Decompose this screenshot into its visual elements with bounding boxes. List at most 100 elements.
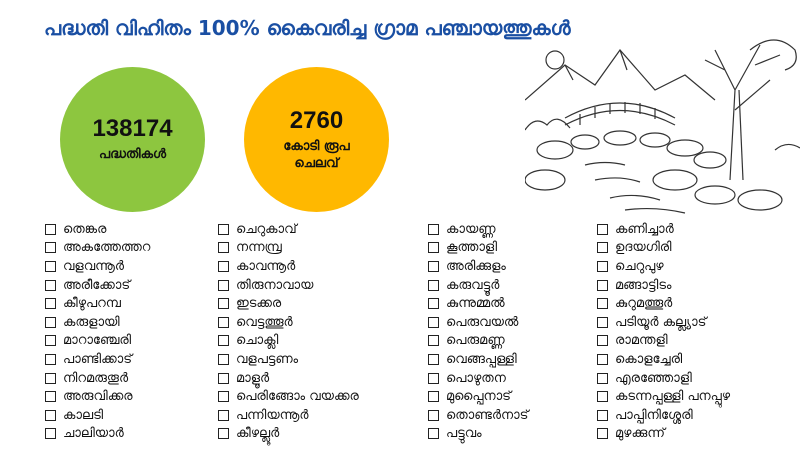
list-item: കടന്നപ്പള്ളി പനപ്പുഴ — [597, 387, 730, 406]
checkbox-icon — [218, 391, 229, 403]
checkbox-icon — [428, 335, 439, 347]
expenditure-label: കോടി രൂപ ചെലവ് — [283, 139, 350, 171]
list-item: കാലടി — [45, 406, 150, 425]
checkbox-icon — [428, 391, 439, 403]
panchayat-name: കീഴുപറമ്പ — [63, 296, 121, 312]
checkbox-icon — [45, 298, 56, 310]
panchayat-name: വെട്ടത്തൂർ — [236, 314, 293, 330]
panchayat-name: ചൊക്ലി — [236, 333, 279, 349]
checkbox-icon — [428, 223, 439, 235]
projects-count: 138174 — [92, 115, 173, 143]
panchayat-name: പൊഴുതന — [446, 370, 506, 386]
panchayat-name: കുന്നുമ്മൽ — [446, 296, 505, 312]
panchayat-name: മങ്ങാട്ടിടം — [615, 277, 672, 293]
panchayat-name: മാളൂർ — [236, 370, 270, 386]
list-item: പെരുമണ്ണ — [428, 332, 528, 351]
checkbox-icon — [45, 335, 56, 347]
panchayat-name: തൊണ്ടർനാട് — [446, 407, 529, 423]
list-item: കുന്നുമ്മൽ — [428, 294, 528, 313]
panchayat-name: കീഴല്ലൂർ — [236, 426, 280, 442]
stat-circle-expenditure: 2760 കോടി രൂപ ചെലവ് — [244, 67, 389, 212]
list-item: എരഞ്ഞോളി — [597, 369, 730, 388]
list-item: കായണ്ണ — [428, 220, 528, 239]
list-item: നിറമരുതൂർ — [45, 369, 150, 388]
list-item: വെട്ടത്തൂർ — [218, 313, 359, 332]
checkbox-icon — [218, 316, 229, 328]
panchayat-name: നന്നമ്പ്ര — [236, 240, 282, 256]
panchayat-name: കടന്നപ്പള്ളി പനപ്പുഴ — [615, 389, 731, 405]
list-item: മാറാഞ്ചേരി — [45, 332, 150, 351]
list-item: പട്ടുവം — [428, 425, 528, 444]
panchayat-name: പാപ്പിനിശ്ശേരി — [615, 407, 693, 423]
checkbox-icon — [597, 335, 608, 347]
panchayat-name: നിറമരുതൂർ — [63, 370, 129, 386]
expenditure-amount: 2760 — [289, 107, 344, 135]
panchayat-name: മുപ്പൈനാട് — [446, 389, 512, 405]
list-item: പാപ്പിനിശ്ശേരി — [597, 406, 730, 425]
checkbox-icon — [218, 353, 229, 365]
checkbox-icon — [218, 242, 229, 254]
checkbox-icon — [218, 335, 229, 347]
list-item: മങ്ങാട്ടിടം — [597, 276, 730, 295]
panchayat-name: പെരുവയൽ — [446, 314, 519, 330]
panchayat-name: പട്ടുവം — [446, 426, 482, 442]
list-item: കൂത്താളി — [428, 239, 528, 258]
list-item: മുപ്പൈനാട് — [428, 387, 528, 406]
panchayat-name: ചെറുപുഴ — [615, 258, 664, 274]
checkbox-icon — [428, 279, 439, 291]
panchayat-name: രാമന്തളി — [615, 333, 668, 349]
list-item: പെരുവയൽ — [428, 313, 528, 332]
list-item: ഉദയഗിരി — [597, 239, 730, 258]
list-item: നന്നമ്പ്ര — [218, 239, 359, 258]
village-bridge-illustration — [525, 39, 800, 214]
panchayat-name: പടിയൂർ കല്ല്യാട് — [615, 314, 707, 330]
checkbox-icon — [218, 372, 229, 384]
checkbox-icon — [597, 242, 608, 254]
checkbox-icon — [597, 391, 608, 403]
panchayat-column-4: കണിച്ചാർ ഉദയഗിരി ചെറുപുഴ മങ്ങാട്ടിടം കുറുമത്… — [597, 220, 730, 443]
list-item: കാവന്നൂർ — [218, 257, 359, 276]
stat-circle-projects: 138174 പദ്ധതികൾ — [60, 67, 205, 212]
list-item: തൊണ്ടർനാട് — [428, 406, 528, 425]
checkbox-icon — [45, 372, 56, 384]
list-item: വളവന്നൂർ — [45, 257, 150, 276]
projects-label: പദ്ധതികൾ — [98, 147, 167, 163]
panchayat-name: കരുവട്ടൂർ — [446, 277, 500, 293]
list-item: കീഴല്ലൂർ — [218, 425, 359, 444]
panchayat-name: അകത്തേത്തറ — [63, 240, 151, 256]
panchayat-name: മുഴക്കുന്ന് — [615, 426, 665, 442]
checkbox-icon — [428, 372, 439, 384]
checkbox-icon — [218, 223, 229, 235]
panchayat-name: ഇടക്കര — [236, 296, 282, 312]
panchayat-column-1: തെങ്കര അകത്തേത്തറ വളവന്നൂർ അരീക്കോട് കീഴുപറമ… — [45, 220, 150, 443]
checkbox-icon — [218, 298, 229, 310]
list-item: തെങ്കര — [45, 220, 150, 239]
checkbox-icon — [45, 353, 56, 365]
checkbox-icon — [428, 428, 439, 440]
checkbox-icon — [597, 316, 608, 328]
list-item: മുഴക്കുന്ന് — [597, 425, 730, 444]
checkbox-icon — [45, 316, 56, 328]
list-item: മാളൂർ — [218, 369, 359, 388]
panchayat-name: മാറാഞ്ചേരി — [63, 333, 132, 349]
list-item: പടിയൂർ കല്ല്യാട് — [597, 313, 730, 332]
checkbox-icon — [218, 409, 229, 421]
panchayat-name: ചെറുകാവ് — [236, 221, 297, 237]
page-title: പദ്ധതി വിഹിതം 100% കൈവരിച്ച ഗ്രാമ പഞ്ചായ… — [44, 16, 571, 40]
checkbox-icon — [597, 223, 608, 235]
checkbox-icon — [597, 260, 608, 272]
list-item: ഇടക്കര — [218, 294, 359, 313]
panchayat-name: കാലടി — [63, 407, 104, 423]
checkbox-icon — [597, 353, 608, 365]
checkbox-icon — [45, 223, 56, 235]
list-item: കണിച്ചാർ — [597, 220, 730, 239]
list-item: അരിക്കുളം — [428, 257, 528, 276]
panchayat-name: കായണ്ണ — [446, 221, 496, 237]
list-item: കീഴുപറമ്പ — [45, 294, 150, 313]
checkbox-icon — [597, 279, 608, 291]
list-item: കൊളച്ചേരി — [597, 350, 730, 369]
list-item: അരുവിക്കര — [45, 387, 150, 406]
panchayat-name: അരുവിക്കര — [63, 389, 133, 405]
checkbox-icon — [45, 279, 56, 291]
panchayat-name: പെരുമണ്ണ — [446, 333, 505, 349]
